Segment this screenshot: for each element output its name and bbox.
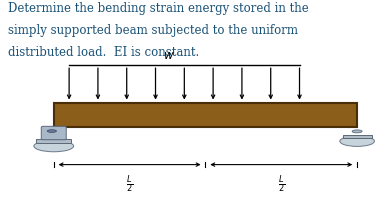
Bar bbox=[343, 136, 371, 139]
Ellipse shape bbox=[47, 130, 56, 133]
FancyBboxPatch shape bbox=[41, 127, 66, 140]
Text: distributed load.  EI is constant.: distributed load. EI is constant. bbox=[8, 45, 199, 58]
Bar bbox=[36, 140, 71, 143]
Text: Determine the bending strain energy stored in the: Determine the bending strain energy stor… bbox=[8, 2, 308, 15]
Ellipse shape bbox=[34, 141, 74, 152]
Ellipse shape bbox=[340, 136, 374, 147]
Text: $\frac{L}{2}$: $\frac{L}{2}$ bbox=[278, 173, 285, 194]
Text: $\frac{L}{2}$: $\frac{L}{2}$ bbox=[126, 173, 133, 194]
Text: simply supported beam subjected to the uniform: simply supported beam subjected to the u… bbox=[8, 24, 298, 37]
Text: w: w bbox=[164, 49, 174, 62]
Bar bbox=[54, 103, 357, 128]
Ellipse shape bbox=[352, 130, 362, 133]
